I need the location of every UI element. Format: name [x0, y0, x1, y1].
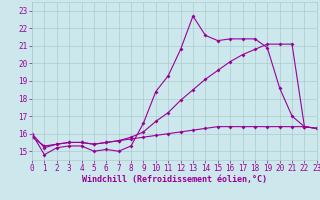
X-axis label: Windchill (Refroidissement éolien,°C): Windchill (Refroidissement éolien,°C)	[82, 175, 267, 184]
